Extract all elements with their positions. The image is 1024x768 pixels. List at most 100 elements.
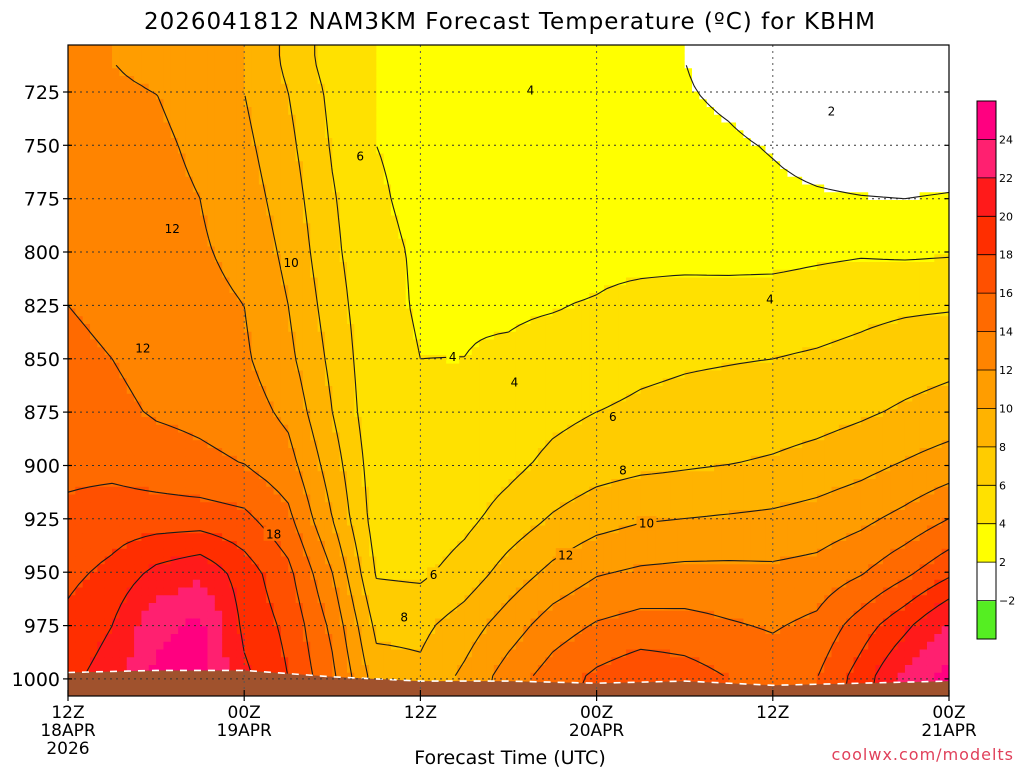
- field-cell: [280, 192, 289, 201]
- field-cell: [346, 269, 355, 279]
- field-cell: [163, 316, 172, 325]
- field-cell: [251, 184, 260, 193]
- field-cell: [479, 494, 488, 503]
- field-cell: [148, 138, 157, 147]
- field-cell: [464, 634, 473, 643]
- field-cell: [90, 610, 98, 620]
- field-cell: [413, 83, 421, 93]
- field-cell: [302, 362, 311, 372]
- field-cell: [82, 564, 91, 573]
- field-cell: [493, 432, 502, 441]
- field-cell: [442, 386, 451, 395]
- field-cell: [258, 626, 267, 635]
- field-cell: [178, 595, 187, 604]
- field-cell: [310, 634, 319, 643]
- field-cell: [361, 579, 370, 589]
- field-cell: [398, 572, 407, 581]
- field-cell: [493, 76, 502, 85]
- field-cell: [214, 145, 223, 155]
- field-cell: [442, 107, 451, 116]
- field-cell: [398, 424, 407, 434]
- field-cell: [68, 525, 76, 534]
- field-cell: [369, 401, 377, 410]
- field-cell: [134, 603, 143, 612]
- field-cell: [427, 339, 436, 348]
- field-cell: [391, 169, 399, 178]
- field-cell: [134, 486, 143, 496]
- field-cell: [75, 215, 84, 224]
- field-cell: [222, 471, 231, 480]
- field-cell: [134, 246, 143, 255]
- field-cell: [134, 393, 143, 403]
- field-cell: [75, 76, 84, 85]
- field-cell: [376, 107, 385, 116]
- field-cell: [420, 417, 429, 426]
- field-cell: [288, 192, 297, 201]
- field-cell: [119, 448, 128, 457]
- field-cell: [405, 409, 414, 418]
- field-cell: [229, 246, 238, 255]
- field-cell: [427, 355, 436, 364]
- field-cell: [383, 161, 392, 170]
- field-cell: [501, 339, 510, 348]
- field-cell: [376, 114, 385, 124]
- field-cell: [141, 525, 150, 534]
- field-cell: [178, 107, 187, 116]
- field-cell: [134, 579, 143, 589]
- field-cell: [310, 339, 319, 348]
- field-cell: [200, 409, 209, 418]
- field-cell: [273, 401, 282, 410]
- field-cell: [75, 572, 84, 581]
- field-cell: [266, 316, 275, 325]
- field-cell: [354, 99, 363, 108]
- field-cell: [361, 672, 370, 682]
- field-cell: [273, 564, 282, 573]
- field-cell: [119, 130, 128, 139]
- field-cell: [295, 548, 304, 558]
- field-cell: [471, 52, 480, 62]
- field-cell: [479, 525, 488, 534]
- field-cell: [229, 176, 238, 186]
- field-cell: [163, 138, 172, 147]
- field-cell: [391, 386, 399, 395]
- field-cell: [405, 68, 414, 77]
- field-cell: [192, 122, 201, 131]
- field-cell: [258, 471, 267, 480]
- field-cell: [302, 533, 311, 542]
- field-cell: [178, 122, 187, 131]
- field-cell: [236, 339, 245, 348]
- field-cell: [332, 269, 341, 279]
- field-cell: [405, 525, 414, 534]
- field-cell: [156, 339, 165, 348]
- field-cell: [288, 393, 297, 403]
- field-cell: [479, 215, 488, 224]
- field-cell: [310, 502, 319, 511]
- field-cell: [229, 603, 238, 612]
- field-cell: [332, 370, 341, 379]
- field-cell: [457, 308, 466, 317]
- field-cell: [185, 285, 194, 294]
- field-cell: [361, 424, 370, 434]
- field-cell: [442, 277, 451, 286]
- field-cell: [244, 161, 253, 170]
- field-cell: [288, 107, 297, 116]
- field-cell: [449, 494, 458, 503]
- field-cell: [449, 277, 458, 286]
- field-cell: [369, 293, 377, 302]
- field-cell: [280, 293, 289, 302]
- field-cell: [229, 386, 238, 395]
- field-cell: [141, 238, 150, 248]
- field-cell: [90, 362, 98, 372]
- field-cell: [493, 440, 502, 449]
- field-cell: [251, 564, 260, 573]
- field-cell: [200, 324, 209, 333]
- field-cell: [464, 393, 473, 403]
- field-cell: [244, 339, 253, 348]
- field-cell: [112, 517, 120, 527]
- field-cell: [493, 626, 502, 635]
- field-cell: [332, 277, 341, 286]
- field-cell: [332, 502, 341, 511]
- field-cell: [229, 510, 238, 519]
- field-cell: [97, 386, 106, 395]
- field-cell: [178, 60, 187, 69]
